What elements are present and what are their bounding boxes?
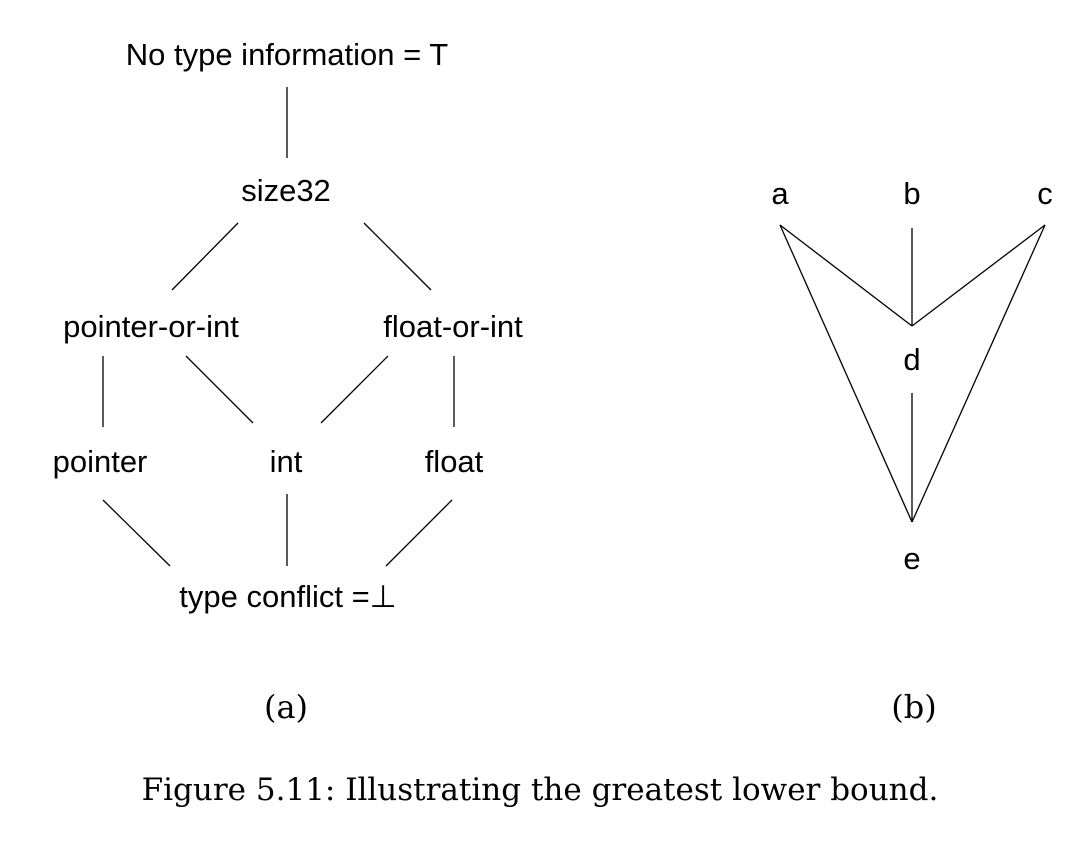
node-int: int [270, 444, 303, 479]
edge-size32-float-or-int [363, 222, 432, 291]
node-e: e [903, 541, 920, 576]
figure-caption: Figure 5.11: Illustrating the greatest l… [142, 772, 939, 808]
edge-c-e [911, 224, 1046, 523]
edge-a-e [779, 224, 913, 523]
edge-a-d [779, 224, 913, 327]
node-size32: size32 [241, 173, 331, 208]
node-c: c [1037, 176, 1053, 211]
node-d: d [903, 342, 920, 377]
lattice-b-nodes: a b c d e [771, 176, 1052, 576]
node-bottom: type conflict =⊥ [179, 579, 396, 614]
sublabel-b: (b) [891, 688, 936, 726]
edge-size32-pointer-or-int [171, 222, 239, 291]
node-pointer: pointer [53, 444, 148, 479]
node-top: No type information = T [126, 37, 449, 72]
lattice-a-edges [102, 87, 455, 567]
lattice-a-nodes: No type information = T size32 pointer-o… [53, 37, 524, 614]
sublabel-a: (a) [264, 688, 308, 726]
edge-float-or-int-int [320, 355, 389, 424]
edge-c-d [911, 224, 1046, 327]
edge-pointer-or-int-int [185, 355, 254, 424]
node-a: a [771, 176, 789, 211]
edge-pointer-bottom [102, 499, 171, 567]
node-b: b [903, 176, 920, 211]
edge-float-bottom [385, 499, 453, 567]
node-float: float [425, 444, 484, 479]
node-float-or-int: float-or-int [383, 309, 523, 344]
node-pointer-or-int: pointer-or-int [63, 309, 239, 344]
lattice-b-edges [779, 224, 1046, 523]
